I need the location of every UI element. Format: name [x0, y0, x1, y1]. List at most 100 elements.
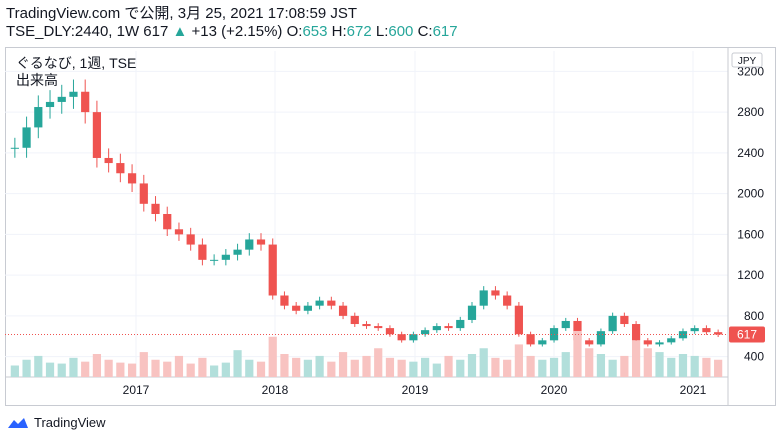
candle-body: [608, 315, 617, 332]
candle-body: [514, 305, 523, 335]
volume-bar: [655, 352, 664, 377]
volume-bar: [456, 359, 465, 377]
volume-bar: [10, 365, 19, 377]
high-value: 672: [346, 23, 372, 40]
open-value: 653: [302, 23, 328, 40]
volume-bar: [444, 355, 453, 377]
candle-body: [631, 324, 641, 341]
candle-body: [467, 305, 477, 320]
volume-bar: [514, 344, 523, 377]
currency-box: [731, 52, 763, 68]
volume-bar: [327, 361, 336, 377]
candle-body: [163, 214, 172, 230]
volume-bar: [385, 357, 395, 377]
candle-body: [432, 326, 441, 331]
candle-body: [69, 91, 78, 97]
candle-body: [409, 334, 418, 341]
volume-bar: [221, 362, 230, 377]
tradingview-brand[interactable]: TradingView: [6, 415, 106, 430]
candle-body: [22, 127, 31, 148]
candle-body: [702, 328, 711, 333]
candle-body: [503, 295, 512, 306]
volume-bar: [362, 355, 371, 377]
candle-body: [315, 300, 324, 306]
volume-bar: [596, 354, 606, 377]
candle-body: [538, 340, 547, 345]
candle-body: [338, 305, 348, 316]
last-price-badge: [729, 326, 765, 343]
close-value: 617: [432, 23, 458, 40]
candle-body: [620, 315, 629, 325]
candle-body: [421, 330, 430, 335]
candle-body: [303, 305, 312, 311]
y-tick-label: 1600: [737, 227, 764, 241]
symbol-label: TSE_DLY:2440, 1W: [6, 23, 140, 40]
volume-bar: [163, 361, 172, 377]
candle-body: [10, 147, 19, 149]
candle-body: [456, 319, 465, 329]
volume-bar: [573, 331, 582, 377]
volume-bar: [667, 357, 676, 377]
volume-bar: [81, 361, 90, 377]
volume-bar: [139, 352, 148, 377]
candle-body: [45, 101, 55, 108]
candle-body: [92, 112, 102, 158]
candle-body: [385, 328, 395, 335]
price-chart[interactable]: 2017 2018 2019 2020 2021 400 800 1200 1600 2000 24…: [5, 47, 776, 406]
candle-body: [151, 203, 160, 214]
volume-bar: [608, 359, 617, 377]
volume-bar: [174, 355, 184, 377]
candle-body: [256, 239, 266, 245]
price-change: +13 (+2.15%): [191, 23, 283, 40]
volume-bar: [631, 340, 641, 377]
candle-body: [374, 326, 383, 329]
volume-bar: [678, 354, 688, 377]
volume-bar: [127, 363, 137, 377]
y-tick-label: 800: [744, 309, 764, 323]
volume-bar: [620, 355, 629, 377]
volume-bar: [256, 361, 266, 377]
volume-bar: [22, 359, 31, 377]
x-tick-label: 2018: [262, 383, 289, 397]
volume-bar: [643, 348, 652, 377]
last-price-label: 617: [737, 328, 757, 342]
volume-bar: [233, 350, 242, 377]
volume-bar: [538, 359, 547, 377]
volume-bar: [69, 357, 78, 377]
candle-body: [573, 320, 582, 341]
candle-body: [198, 244, 207, 260]
volume-bar: [350, 359, 359, 377]
candle-body: [362, 324, 371, 327]
volume-bar: [245, 359, 254, 377]
x-tick-label: 2020: [541, 383, 568, 397]
candle-body: [104, 157, 113, 164]
volume-bar: [397, 359, 406, 377]
volume-bar: [116, 362, 125, 377]
volume-bar: [467, 354, 477, 377]
volume-bar: [526, 355, 535, 377]
volume-bar: [57, 363, 66, 377]
candle-body: [139, 183, 148, 204]
volume-bar: [280, 354, 289, 377]
y-tick-label: 3200: [737, 64, 764, 78]
volume-bar: [315, 355, 324, 377]
candle-body: [174, 229, 184, 235]
volume-bar: [491, 357, 500, 377]
candle-body: [561, 320, 570, 329]
y-tick-label: 400: [744, 350, 764, 364]
x-tick-label: 2017: [123, 383, 150, 397]
candle-body: [34, 107, 43, 128]
volume-bar: [34, 355, 43, 377]
x-tick-label: 2021: [680, 383, 707, 397]
candle-body: [690, 328, 699, 332]
volume-bar: [210, 365, 219, 377]
symbol-quote-line: TSE_DLY:2440, 1W 617 ▲ +13 (+2.15%) O:65…: [6, 23, 458, 41]
publish-line: TradingView.com で公開, 3月 25, 2021 17:08:5…: [6, 5, 358, 22]
currency-label: JPY: [738, 56, 757, 67]
candle-body: [280, 295, 289, 306]
candle-body: [233, 249, 242, 255]
close-label: C:: [417, 23, 433, 40]
candle-body: [116, 163, 125, 174]
open-label: O:: [286, 23, 303, 40]
volume-bar: [421, 357, 430, 377]
